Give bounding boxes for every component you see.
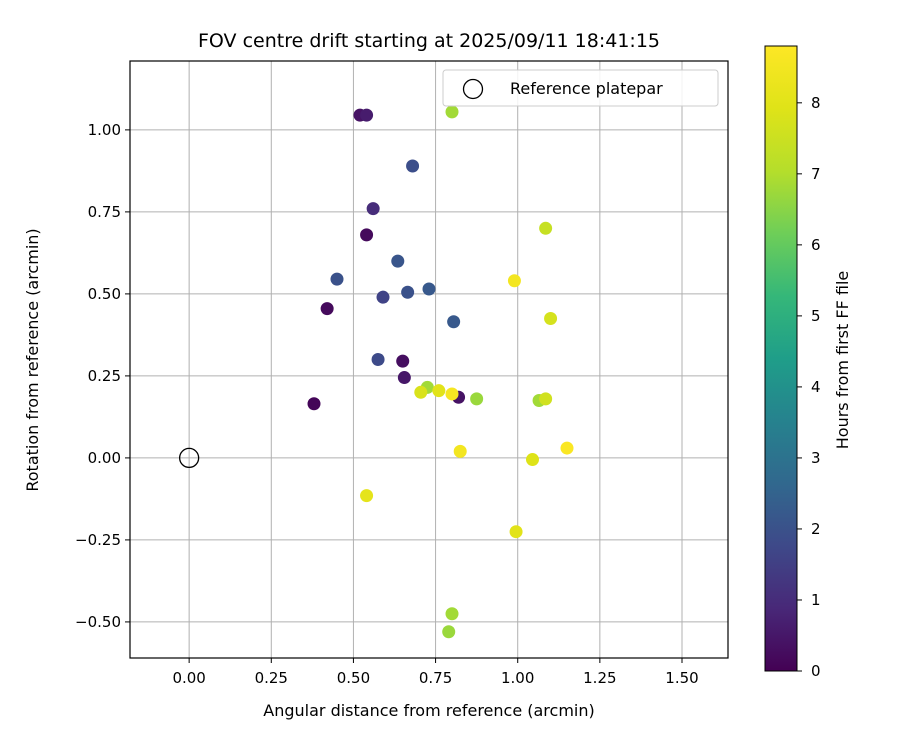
data-points <box>307 105 574 639</box>
data-point <box>445 105 459 119</box>
x-tick-label: 0.00 <box>172 669 205 687</box>
data-point <box>366 202 380 216</box>
data-point <box>539 392 553 406</box>
legend-reference-marker <box>462 78 484 100</box>
data-point <box>470 392 484 406</box>
x-tick-label: 0.25 <box>255 669 288 687</box>
grid-lines <box>130 61 728 658</box>
data-point <box>397 371 411 385</box>
colorbar-tick-label: 0 <box>811 662 821 680</box>
data-point <box>544 311 558 325</box>
colorbar-tick-label: 3 <box>811 449 821 467</box>
colorbar-tick-label: 2 <box>811 520 821 538</box>
legend: Reference platepar <box>442 69 719 107</box>
data-point <box>447 315 461 329</box>
colorbar-tick-label: 4 <box>811 378 821 396</box>
colorbar-tick-label: 8 <box>811 94 821 112</box>
plot-frame <box>129 60 729 659</box>
data-point <box>396 354 410 368</box>
data-point <box>360 228 374 242</box>
legend-label: Reference platepar <box>510 79 663 98</box>
chart-title: FOV centre drift starting at 2025/09/11 … <box>198 30 660 52</box>
data-point <box>422 282 436 296</box>
data-point <box>360 108 374 122</box>
data-point <box>507 274 521 288</box>
reference-marker <box>178 447 200 469</box>
data-point <box>560 441 574 455</box>
colorbar-tick-label: 5 <box>811 307 821 325</box>
data-point <box>414 385 428 399</box>
y-tick-label: −0.25 <box>75 531 121 549</box>
colorbar-gradient <box>764 45 798 672</box>
data-point <box>445 387 459 401</box>
x-tick-label: 1.00 <box>501 669 534 687</box>
data-point <box>376 290 390 304</box>
colorbar-tick-label: 6 <box>811 236 821 254</box>
colorbar-tick-label: 7 <box>811 165 821 183</box>
data-point <box>307 397 321 411</box>
y-tick-label: −0.50 <box>75 613 121 631</box>
colorbar-tick-label: 1 <box>811 591 821 609</box>
data-point <box>442 625 456 639</box>
data-point <box>406 159 420 173</box>
data-point <box>539 221 553 235</box>
data-point <box>453 444 467 458</box>
x-tick-label: 0.50 <box>337 669 370 687</box>
x-axis-ticks: 0.00 0.25 0.50 0.75 1.00 1.25 1.50 <box>172 658 699 687</box>
x-tick-label: 1.25 <box>583 669 616 687</box>
y-axis-label: Rotation from reference (arcmin) <box>23 228 42 491</box>
data-point <box>320 302 334 316</box>
colorbar-label: Hours from first FF file <box>833 271 852 450</box>
x-tick-label: 0.75 <box>419 669 452 687</box>
data-point <box>330 272 344 286</box>
y-tick-label: 0.75 <box>88 203 121 221</box>
y-tick-label: 1.00 <box>88 121 121 139</box>
data-point <box>371 353 385 366</box>
data-point <box>526 453 539 467</box>
reference-point <box>178 447 200 469</box>
x-tick-label: 1.50 <box>665 669 698 687</box>
data-point <box>445 607 459 621</box>
colorbar-ticks: 0 1 2 3 4 5 6 7 8 <box>797 94 821 680</box>
y-tick-label: 0.25 <box>88 367 121 385</box>
data-point <box>509 525 523 539</box>
data-point <box>432 384 446 398</box>
legend-box <box>442 69 719 107</box>
y-tick-label: 0.00 <box>88 449 121 467</box>
data-point <box>391 254 405 268</box>
colorbar: 0 1 2 3 4 5 6 7 8 Hours from first FF file <box>764 45 852 680</box>
data-point <box>401 285 415 299</box>
data-point <box>360 489 374 503</box>
y-tick-label: 0.50 <box>88 285 121 303</box>
y-axis-ticks: −0.50 −0.25 0.00 0.25 0.50 0.75 1.00 <box>75 121 130 631</box>
x-axis-label: Angular distance from reference (arcmin) <box>263 701 594 720</box>
